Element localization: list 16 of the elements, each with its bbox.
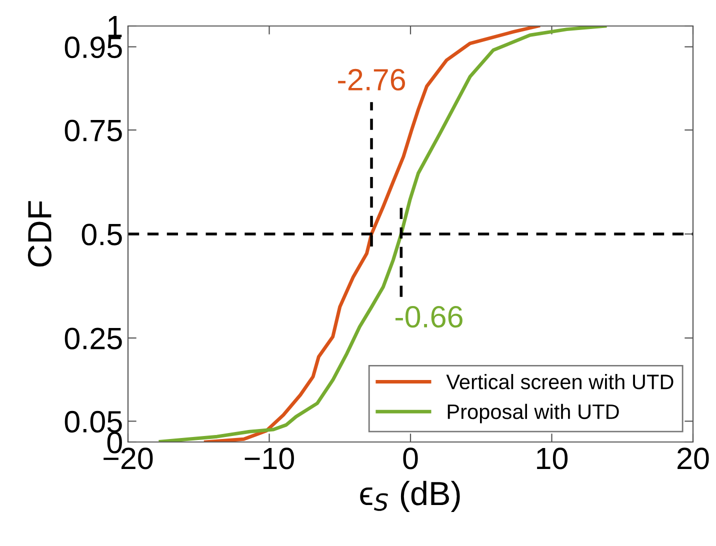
x-tick-label: 10 — [537, 448, 568, 470]
y-tick-label: 0.75 — [64, 120, 122, 142]
y-tick-label: 0.5 — [82, 224, 122, 246]
x-axis-title: ϵ$_{S}$ (dB) — [360, 480, 460, 512]
y-tick-label: 0.25 — [64, 328, 122, 350]
annotation: -2.76 — [338, 68, 405, 91]
x-tick-label: 0 — [403, 448, 418, 470]
y-axis-title: CDF — [28, 201, 52, 267]
legend-label: Vertical screen with UTD — [446, 374, 674, 390]
x-tick-label: −10 — [244, 448, 294, 470]
y-tick-label: 0.95 — [64, 36, 122, 58]
y-tick-label: 1 — [108, 16, 122, 38]
legend-label: Proposal with UTD — [448, 404, 619, 424]
annotation: -0.66 — [395, 306, 462, 328]
y-tick-label: 0.05 — [64, 410, 122, 433]
x-tick-label: 20 — [678, 448, 709, 470]
